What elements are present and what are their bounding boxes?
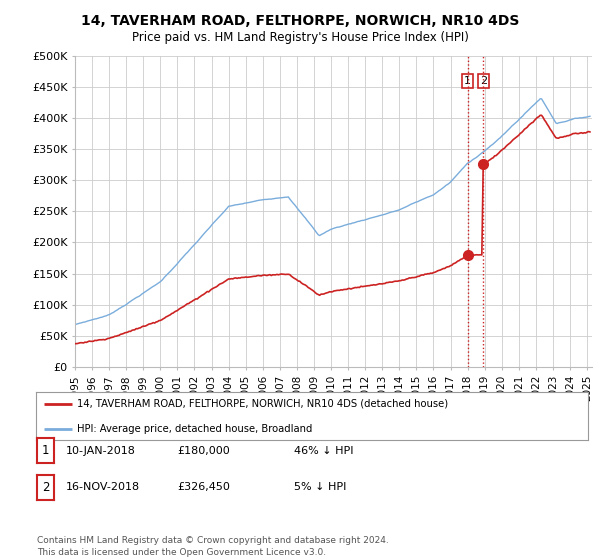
Text: Price paid vs. HM Land Registry's House Price Index (HPI): Price paid vs. HM Land Registry's House …	[131, 31, 469, 44]
Text: Contains HM Land Registry data © Crown copyright and database right 2024.
This d: Contains HM Land Registry data © Crown c…	[37, 536, 389, 557]
Text: 1: 1	[42, 444, 49, 458]
Text: £326,450: £326,450	[177, 482, 230, 492]
Text: 1: 1	[464, 76, 471, 86]
Text: £180,000: £180,000	[177, 446, 230, 456]
Text: HPI: Average price, detached house, Broadland: HPI: Average price, detached house, Broa…	[77, 424, 313, 434]
Text: 5% ↓ HPI: 5% ↓ HPI	[294, 482, 346, 492]
Text: 14, TAVERHAM ROAD, FELTHORPE, NORWICH, NR10 4DS: 14, TAVERHAM ROAD, FELTHORPE, NORWICH, N…	[81, 14, 519, 28]
Text: 14, TAVERHAM ROAD, FELTHORPE, NORWICH, NR10 4DS (detached house): 14, TAVERHAM ROAD, FELTHORPE, NORWICH, N…	[77, 399, 449, 409]
Text: 10-JAN-2018: 10-JAN-2018	[66, 446, 136, 456]
Text: 16-NOV-2018: 16-NOV-2018	[66, 482, 140, 492]
Text: 2: 2	[42, 480, 49, 494]
Text: 2: 2	[480, 76, 487, 86]
Text: 46% ↓ HPI: 46% ↓ HPI	[294, 446, 353, 456]
